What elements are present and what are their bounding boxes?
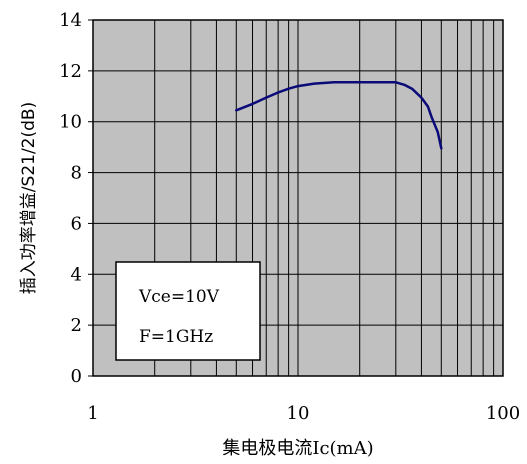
x-axis-title: 集电极电流Ic(mA) (222, 438, 373, 459)
series-line (235, 81, 443, 150)
y-tick-label: 14 (59, 10, 82, 31)
y-tick-label: 4 (71, 264, 82, 285)
annotation-box (115, 261, 261, 361)
y-axis-title: 插入功率增益/S21/2(dB) (19, 102, 39, 294)
x-tick-label: 100 (486, 403, 520, 424)
y-tick-label: 2 (71, 315, 82, 336)
x-axis-ticks: 1 10 100 (87, 403, 520, 424)
y-axis-ticks: 0 2 4 6 8 10 12 14 (59, 10, 93, 387)
annotation-freq: F=1GHz (139, 327, 213, 347)
y-tick-label: 10 (59, 112, 82, 133)
y-tick-label: 12 (59, 61, 82, 82)
y-tick-label: 6 (71, 213, 82, 234)
y-tick-label: 8 (71, 163, 82, 184)
x-tick-label: 1 (87, 403, 98, 424)
y-tick-label: 0 (71, 366, 82, 387)
annotation-vce: Vce=10V (138, 287, 220, 307)
x-tick-label: 10 (287, 403, 310, 424)
